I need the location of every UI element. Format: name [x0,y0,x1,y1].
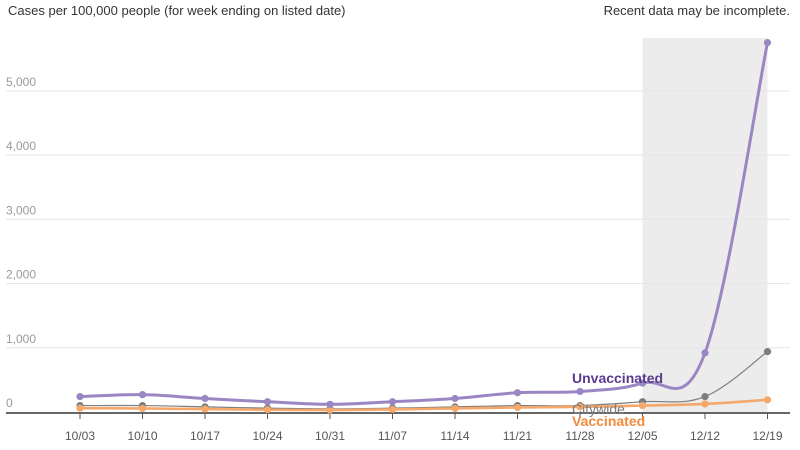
vaccinated-data-point [201,405,209,413]
x-tick-label: 11/21 [503,429,532,443]
y-tick-label: 1,000 [6,332,36,346]
unvaccinated-data-point [263,398,272,406]
vaccinated-data-point [701,400,709,408]
x-tick-label: 10/31 [315,429,345,443]
x-tick-label: 10/10 [127,429,157,443]
vaccinated-data-point [638,401,647,410]
citywide-series-label: Citywide [572,401,625,417]
y-tick-label: 4,000 [6,139,36,153]
y-tick-label: 5,000 [6,75,36,89]
y-tick-label: 0 [6,396,13,410]
incomplete-data-note: Recent data may be incomplete. [603,3,790,18]
vaccinated-data-point [763,396,772,404]
citywide-data-point [701,392,709,401]
vaccinated-data-point [451,404,459,413]
x-tick-label: 11/28 [565,429,594,443]
y-tick-label: 2,000 [6,268,36,282]
unvaccinated-data-point [513,389,522,397]
vaccinated-data-point [326,406,334,414]
x-tick-label: 12/05 [627,429,657,443]
chart-title: Cases per 100,000 people (for week endin… [8,3,346,18]
citywide-data-point [763,348,772,356]
x-tick-label: 11/07 [378,429,407,443]
unvaccinated-data-point [326,400,334,408]
unvaccinated-data-point [763,39,772,47]
unvaccinated-data-point [76,392,84,401]
vaccinated-data-point [138,404,147,413]
x-tick-label: 12/12 [690,429,720,443]
unvaccinated-data-point [638,379,647,387]
unvaccinated-data-point [576,387,584,396]
unvaccinated-data-point [451,394,459,403]
unvaccinated-data-point [388,398,397,406]
x-tick-label: 12/19 [752,429,782,443]
x-tick-label: 11/14 [440,429,469,443]
vaccinated-series-label: Vaccinated [572,413,645,429]
vaccinated-data-point [513,403,522,412]
y-tick-label: 3,000 [6,203,36,217]
vaccinated-data-point [388,405,397,414]
x-tick-label: 10/03 [65,429,95,443]
vaccinated-data-point [576,403,584,411]
unvaccinated-data-point [201,394,209,403]
vaccinated-data-point [263,406,272,414]
unvaccinated-data-point [138,391,147,399]
vaccinated-data-point [76,404,84,412]
x-tick-label: 10/17 [190,429,220,443]
vaccinated-series-line [78,398,769,412]
unvaccinated-data-point [701,349,709,357]
x-tick-label: 10/24 [252,429,282,443]
unvaccinated-series-label: Unvaccinated [572,370,663,386]
